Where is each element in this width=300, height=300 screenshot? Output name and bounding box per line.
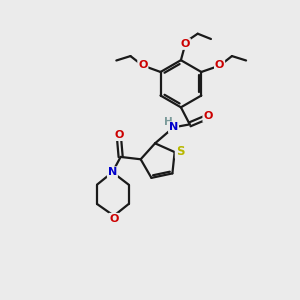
Text: O: O — [138, 61, 148, 70]
Text: O: O — [215, 61, 224, 70]
Text: O: O — [115, 130, 124, 140]
Text: O: O — [203, 111, 213, 122]
Text: O: O — [109, 214, 119, 224]
Text: N: N — [169, 122, 178, 132]
Text: H: H — [164, 117, 172, 127]
Text: N: N — [108, 167, 117, 177]
Text: O: O — [181, 39, 190, 49]
Text: S: S — [176, 145, 184, 158]
